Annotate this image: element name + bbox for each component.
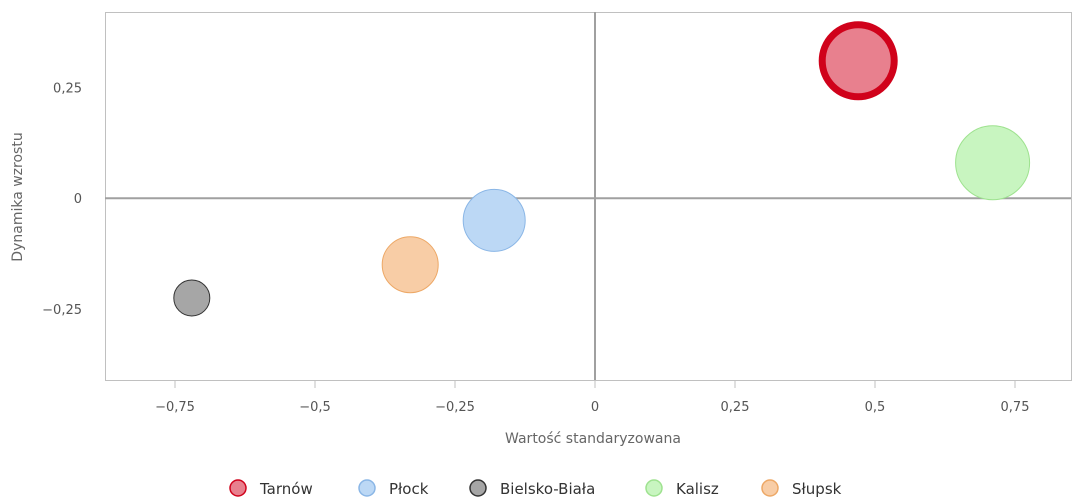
legend-item[interactable]: Bielsko-Biała [469,479,595,498]
x-tick-label: 0,5 [865,400,886,415]
y-tick-label: 0,25 [53,81,82,96]
legend-marker [229,479,247,497]
legend-item[interactable]: Tarnów [229,479,313,498]
y-axis: 0,25 0 −0,25 [42,81,82,318]
legend-item[interactable]: Słupsk [761,479,842,498]
x-tick-label: 0,25 [721,400,750,415]
x-tick-label: −0,5 [299,400,331,415]
y-tick-label: 0 [74,192,82,207]
legend-marker [761,479,779,497]
bubble-kalisz[interactable] [955,125,1031,201]
legend: Tarnów Płock Bielsko-Biała Kalisz Słupsk [229,479,842,498]
y-axis-title: Dynamika wzrostu [10,132,26,261]
legend-label: Kalisz [676,480,719,498]
legend-label: Bielsko-Biała [500,480,595,498]
legend-label: Słupsk [792,480,842,498]
plot-area [105,12,1072,381]
legend-item[interactable]: Kalisz [645,479,719,498]
x-axis-title: Wartość standaryzowana [505,431,681,447]
x-tick-label: −0,25 [435,400,475,415]
bubble-słupsk[interactable] [381,236,439,294]
x-tick-label: 0 [591,400,599,415]
legend-marker [469,479,487,497]
legend-marker [645,479,663,497]
bubbles [173,21,1031,317]
legend-item[interactable]: Płock [358,479,429,498]
legend-label: Płock [389,480,429,498]
bubble-płock[interactable] [462,188,526,252]
x-tick-label: −0,75 [155,400,195,415]
bubble-tarnów[interactable] [818,21,898,101]
bubble-bielsko-biała[interactable] [173,279,211,317]
x-tick-label: 0,75 [1001,400,1030,415]
x-axis: −0,75 −0,5 −0,25 0 0,25 0,5 0,75 [155,380,1029,415]
legend-label: Tarnów [259,480,313,498]
y-tick-label: −0,25 [42,303,82,318]
legend-marker [358,479,376,497]
